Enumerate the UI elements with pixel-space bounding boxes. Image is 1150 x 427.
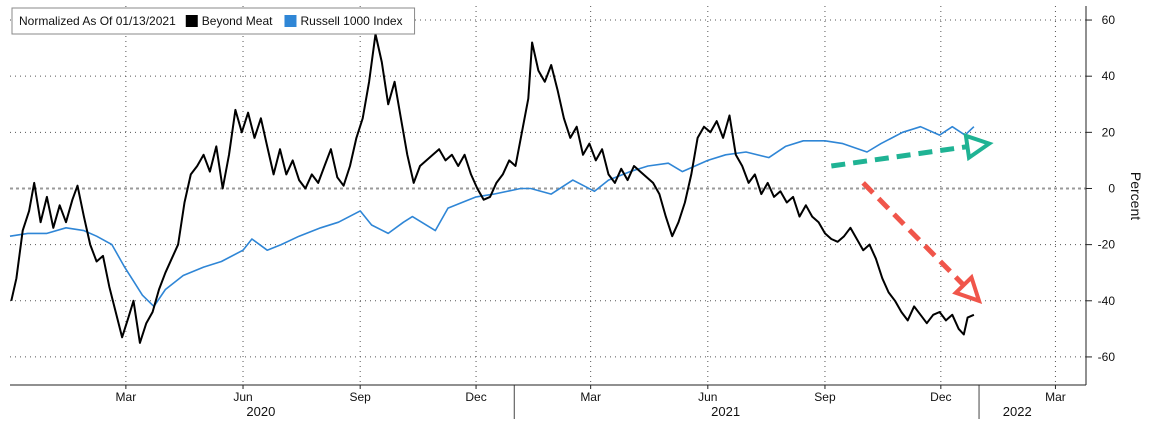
x-tick-label: Jun: [698, 390, 717, 404]
x-tick-label: Jun: [233, 390, 252, 404]
x-tick-label: Mar: [1045, 390, 1066, 404]
y-tick-label: 0: [1108, 181, 1115, 195]
year-label: 2021: [711, 404, 740, 419]
y-tick-label: 60: [1102, 13, 1116, 27]
x-tick-label: Mar: [116, 390, 137, 404]
x-tick-label: Sep: [349, 390, 371, 404]
x-tick-label: Dec: [465, 390, 486, 404]
legend-box: [11, 7, 416, 35]
legend-label-beyond-meat: Beyond Meat: [202, 14, 273, 28]
series-line-russell-1000: [9, 125, 975, 308]
grid-lines: [10, 6, 1086, 385]
y-axis-title: Percent: [1128, 172, 1144, 220]
y-tick-label: -40: [1098, 294, 1116, 308]
y-tick-label: -20: [1098, 238, 1116, 252]
x-tick-label: Sep: [814, 390, 836, 404]
legend-swatch-beyond-meat: [185, 15, 198, 27]
y-tick-label: 40: [1102, 69, 1116, 83]
legend-header: Normalized As Of 01/13/2021: [19, 14, 176, 28]
legend-label-russell-1000: Russell 1000 Index: [300, 14, 402, 28]
downtrend-arrow-shaft: [861, 181, 966, 287]
series-lines: [9, 33, 975, 344]
year-label: 2022: [1003, 404, 1032, 419]
legend-swatch-russell-1000: [284, 15, 297, 27]
trend-arrows: [830, 132, 994, 304]
x-tick-label: Dec: [930, 390, 951, 404]
axes: 60 40 20 0 -20 -40 -60 Mar Jun Sep Dec Mar Jun Sep Dec…: [10, 6, 1144, 419]
downtrend-arrow-head: [952, 273, 983, 304]
year-label: 2020: [246, 404, 275, 419]
uptrend-arrow-shaft: [830, 144, 968, 169]
uptrend-arrow-head: [963, 132, 994, 162]
legend: Normalized As Of 01/13/2021 Beyond Meat …: [11, 7, 416, 35]
series-line-beyond-meat: [10, 33, 975, 344]
y-tick-label: 20: [1102, 125, 1116, 139]
x-tick-label: Mar: [580, 390, 601, 404]
y-tick-label: -60: [1098, 350, 1116, 364]
